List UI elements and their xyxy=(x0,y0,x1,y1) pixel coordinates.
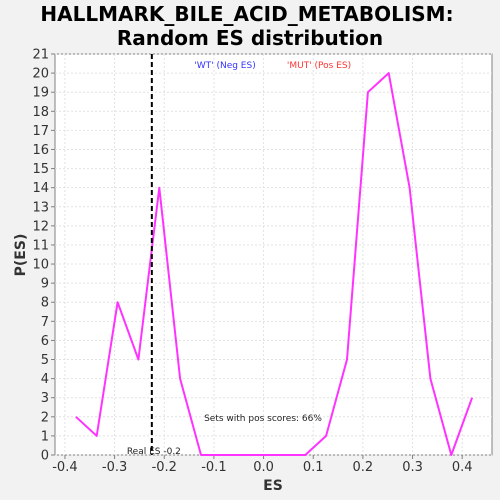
y-tick-label: 7 xyxy=(41,315,49,330)
y-tick-label: 20 xyxy=(32,67,49,82)
y-tick-label: 11 xyxy=(32,238,49,253)
y-tick-label: 9 xyxy=(41,277,49,292)
y-tick-label: 2 xyxy=(41,410,49,425)
y-tick-label: 18 xyxy=(32,105,49,120)
legend-wt: 'WT' (Neg ES) xyxy=(194,61,255,71)
y-tick-label: 4 xyxy=(41,372,49,387)
y-tick-label: 10 xyxy=(32,258,49,273)
y-tick-label: 1 xyxy=(41,429,49,444)
x-tick-label: -0.4 xyxy=(52,460,77,475)
y-axis-label: P(ES) xyxy=(13,234,29,277)
x-tick-label: 0.0 xyxy=(253,460,274,475)
x-axis-ticks: -0.4 -0.3 -0.2 -0.1 0.0 0.1 0.2 0.3 0.4 xyxy=(52,455,473,475)
y-tick-label: 16 xyxy=(32,143,49,158)
y-tick-label: 8 xyxy=(41,296,49,311)
x-tick-label: 0.3 xyxy=(402,460,423,475)
x-tick-label: 0.2 xyxy=(353,460,374,475)
x-tick-label: -0.3 xyxy=(102,460,127,475)
series-group xyxy=(75,72,474,456)
x-tick-label: -0.1 xyxy=(201,460,226,475)
real-es-label: Real ES -0.2 xyxy=(127,447,181,457)
x-tick-label: -0.2 xyxy=(152,460,177,475)
y-tick-label: 13 xyxy=(32,200,49,215)
legend-mut: 'MUT' (Pos ES) xyxy=(287,61,351,71)
chart-title-line2: Random ES distribution xyxy=(117,26,383,50)
plot-area xyxy=(54,53,493,456)
x-axis-label: ES xyxy=(263,478,283,494)
y-tick-label: 19 xyxy=(32,86,49,101)
y-tick-label: 17 xyxy=(32,124,49,139)
y-tick-label: 14 xyxy=(32,181,49,196)
x-tick-label: 0.1 xyxy=(303,460,324,475)
y-tick-label: 0 xyxy=(41,449,49,464)
pos-scores-annotation: Sets with pos scores: 66% xyxy=(204,414,322,424)
y-tick-label: 12 xyxy=(32,219,49,234)
y-tick-label: 21 xyxy=(32,48,49,63)
es-distribution-line xyxy=(75,72,474,456)
y-tick-label: 6 xyxy=(41,334,49,349)
y-tick-label: 5 xyxy=(41,353,49,368)
x-tick-label: 0.4 xyxy=(452,460,473,475)
y-tick-label: 15 xyxy=(32,162,49,177)
chart-title-line1: HALLMARK_BILE_ACID_METABOLISM: xyxy=(40,2,453,26)
grid-lines xyxy=(55,53,492,456)
y-tick-label: 3 xyxy=(41,391,49,406)
